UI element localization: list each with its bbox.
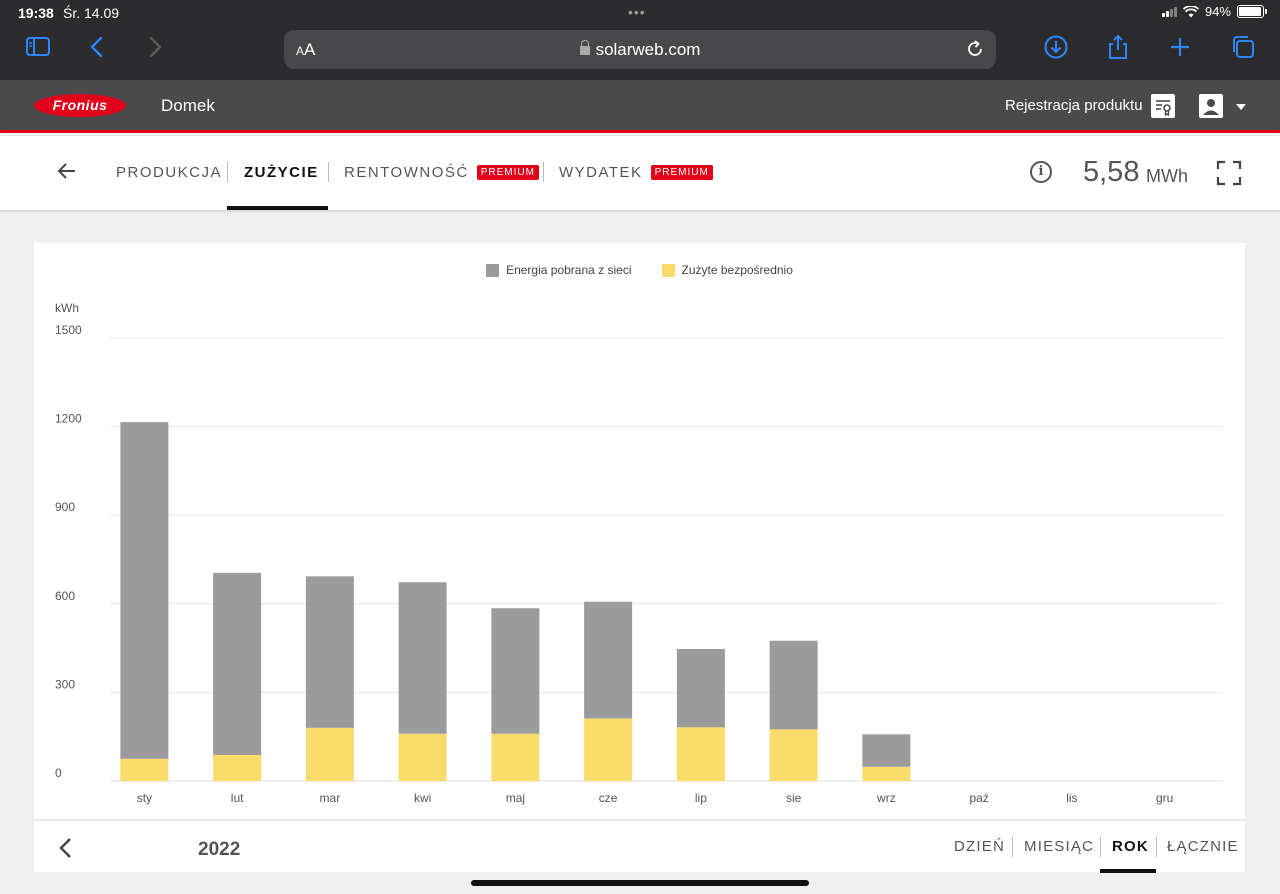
downloads-icon[interactable] (1038, 34, 1074, 64)
selected-year: 2022 (198, 839, 241, 860)
legend-item-grid[interactable]: Energia pobrana z sieci (486, 263, 632, 277)
bar-segment (676, 648, 725, 728)
legend-item-direct[interactable]: Zużyte bezpośrednio (661, 263, 793, 277)
x-tick-label: gru (1156, 791, 1173, 805)
new-tab-icon[interactable] (1162, 34, 1198, 64)
x-tick-label: sty (137, 791, 152, 805)
tabs-overview-icon[interactable] (1225, 34, 1261, 64)
bar-segment (120, 758, 169, 781)
bar-segment (120, 422, 169, 759)
bar-segment (676, 727, 725, 781)
bar-segment (213, 572, 262, 756)
account-dropdown-icon[interactable] (1236, 104, 1246, 110)
chart-legend: Energia pobrana z sieci Zużyte bezpośred… (34, 263, 1245, 277)
battery-icon (1237, 5, 1267, 18)
bar-segment (398, 582, 447, 734)
bar-segment (584, 718, 633, 781)
y-tick-label: 1500 (55, 323, 82, 337)
reader-options-button[interactable]: AA (296, 40, 316, 59)
back-arrow-icon[interactable] (55, 159, 79, 183)
period-bar: 2022 DZIEŃ MIESIĄC ROK ŁĄCZNIE (34, 820, 1245, 873)
fullscreen-icon[interactable] (1216, 160, 1242, 186)
share-icon[interactable] (1100, 34, 1136, 64)
wifi-icon (1182, 5, 1199, 17)
legend-label: Zużyte bezpośrednio (681, 263, 793, 277)
browser-chrome: 19:38 Śr. 14.09 ••• 94% AA solarweb.com (0, 0, 1280, 80)
x-tick-label: wrz (876, 791, 896, 805)
bar-segment (862, 766, 911, 781)
y-tick-label: 1200 (55, 412, 82, 426)
x-tick-label: lip (695, 791, 707, 805)
site-name[interactable]: Domek (161, 96, 215, 115)
forward-icon[interactable] (136, 34, 172, 64)
premium-badge: PREMIUM (650, 165, 713, 180)
period-miesiac[interactable]: MIESIĄC (1024, 838, 1095, 855)
period-dzien[interactable]: DZIEŃ (954, 838, 1005, 855)
tab-wydatek[interactable]: WYDATEK PREMIUM (559, 164, 713, 181)
section-tabs: PRODUKCJA ZUŻYCIE RENTOWNOŚĆ PREMIUM WYDA… (0, 136, 1280, 210)
bar-segment (769, 640, 818, 730)
home-indicator (471, 880, 809, 886)
tab-zuzycie[interactable]: ZUŻYCIE (244, 164, 319, 181)
x-tick-label: mar (320, 791, 341, 805)
tab-produkcja[interactable]: PRODUKCJA (116, 164, 223, 181)
legend-swatch (661, 263, 675, 277)
info-icon[interactable]: i (1030, 161, 1052, 183)
bar-segment (491, 608, 540, 734)
tab-label: RENTOWNOŚĆ (344, 164, 469, 181)
bar-segment (305, 576, 354, 728)
x-tick-label: lut (231, 791, 244, 805)
chart-plot: kWh 0 300 600 900 1200 1500 sty lut mar kwi maj cze l… (55, 301, 1223, 805)
active-tab-indicator (227, 206, 328, 210)
y-axis-unit: kWh (55, 301, 79, 315)
consumption-chart: Energia pobrana z sieci Zużyte bezpośred… (34, 243, 1245, 819)
bar-segment (213, 755, 262, 781)
x-tick-label: kwi (414, 791, 431, 805)
legend-label: Energia pobrana z sieci (506, 263, 632, 277)
user-account-icon[interactable] (1199, 94, 1223, 118)
register-product-link[interactable]: Rejestracja produktu (1005, 97, 1143, 114)
bar-segment (491, 733, 540, 781)
y-tick-label: 0 (55, 766, 62, 780)
cellular-signal-icon (1161, 6, 1177, 17)
x-tick-label: sie (786, 791, 802, 805)
bar-segment (398, 733, 447, 781)
previous-period-icon[interactable] (56, 836, 76, 860)
battery-level (1239, 7, 1261, 16)
lock-icon (579, 40, 590, 55)
period-lacznie[interactable]: ŁĄCZNIE (1167, 838, 1239, 855)
status-date: Śr. 14.09 (63, 5, 120, 21)
address-bar[interactable]: AA solarweb.com (284, 30, 996, 69)
bar-segment (862, 734, 911, 767)
legend-swatch (486, 263, 500, 277)
y-tick-label: 600 (55, 589, 75, 603)
bar-segment (584, 601, 633, 719)
y-tick-label: 300 (55, 677, 75, 691)
tab-label: WYDATEK (559, 164, 643, 181)
status-time: 19:38 (18, 5, 54, 21)
status-indicators: 94% (1161, 4, 1267, 19)
x-tick-label: maj (506, 791, 525, 805)
app-header: Fronius Domek Rejestracja produktu (0, 80, 1280, 133)
x-tick-label: cze (599, 791, 618, 805)
x-tick-label: lis (1066, 791, 1077, 805)
certificate-icon[interactable] (1151, 94, 1175, 118)
bar-segment (305, 727, 354, 781)
y-tick-label: 900 (55, 500, 75, 514)
premium-badge: PREMIUM (476, 165, 539, 180)
total-consumption-unit: MWh (1146, 166, 1188, 186)
total-consumption-value: 5,58 (1083, 156, 1140, 188)
sidebar-toggle-icon[interactable] (20, 34, 56, 64)
multitasking-dots-icon[interactable]: ••• (628, 4, 646, 20)
x-tick-label: paź (969, 791, 988, 805)
battery-percent: 94% (1204, 4, 1231, 19)
tab-rentownosc[interactable]: RENTOWNOŚĆ PREMIUM (344, 164, 539, 181)
reload-icon[interactable] (964, 38, 986, 60)
fronius-logo[interactable]: Fronius (34, 94, 126, 117)
back-icon[interactable] (80, 34, 116, 64)
url-text: solarweb.com (595, 40, 701, 59)
bar-segment (769, 729, 818, 781)
period-rok[interactable]: ROK (1112, 838, 1149, 855)
active-period-indicator (1100, 869, 1156, 873)
